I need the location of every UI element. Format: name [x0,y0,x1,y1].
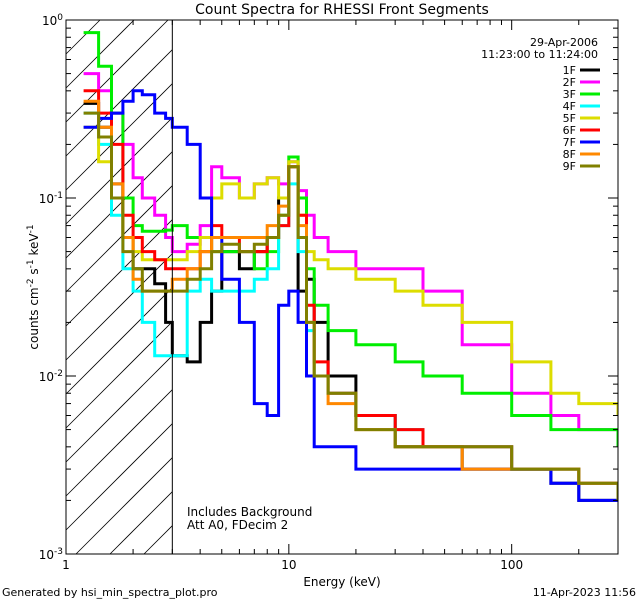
hatch-line [65,321,173,429]
y-tick-label: 100 [42,13,63,28]
series-line-1f [83,101,618,502]
y-tick-label: 10-3 [39,547,63,562]
hatch-line [65,83,173,191]
hatch-line [65,19,169,123]
plot-frame [65,19,619,555]
hatch-line [65,151,173,259]
chart-title: Count Spectra for RHESSI Front Segments [195,2,489,18]
hatched-region [65,19,173,555]
legend-label-4f: 4F [563,100,576,113]
time-range-label: 11:23:00 to 11:24:00 [481,48,598,61]
annotation-background: Includes Background [187,505,312,519]
hatch-line [65,423,173,531]
hatch-line [65,253,173,361]
legend-label-3f: 3F [563,88,576,101]
legend-label-8f: 8F [563,148,576,161]
series-line-4f [83,111,618,501]
series-line-7f [83,89,618,502]
hatch-line [65,185,173,293]
hatch-line [75,457,173,555]
y-tick-label: 10-1 [39,191,63,206]
y-axis-label: counts cm-2​ s-1​ keV-1​ [26,224,41,349]
footer-generated: Generated by hsi_min_spectra_plot.pro [2,586,218,599]
x-tick-label: 100 [500,558,523,572]
hatch-line [65,355,173,463]
x-axis-label: Energy (keV) [303,575,380,589]
y-tick-label: 10-2 [39,369,63,384]
hatch-line [65,287,173,395]
x-tick-label: 1 [62,558,70,572]
hatch-line [109,491,173,555]
legend-label-2f: 2F [563,76,576,89]
hatch-line [65,219,173,327]
x-tick-label: 10 [281,558,296,572]
series-line-3f [83,31,618,447]
legend-label-1f: 1F [563,64,576,77]
hatch-line [65,49,173,157]
series-line-8f [83,99,618,501]
legend-label-9f: 9F [563,160,576,173]
series-line-9f [83,111,618,501]
series-line-5f [83,125,618,416]
series-line-6f [83,89,618,501]
hatch-line [65,117,173,225]
date-label: 29-Apr-2006 [530,36,598,49]
hatch-line [65,19,101,55]
hatch-line [143,525,173,555]
legend-label-6f: 6F [563,124,576,137]
legend-label-7f: 7F [563,136,576,149]
annotation-attenuator: Att A0, FDecim 2 [187,518,288,532]
footer-timestamp: 11-Apr-2023 11:56 [532,586,636,599]
hatch-line [65,389,173,497]
legend-label-5f: 5F [563,112,576,125]
